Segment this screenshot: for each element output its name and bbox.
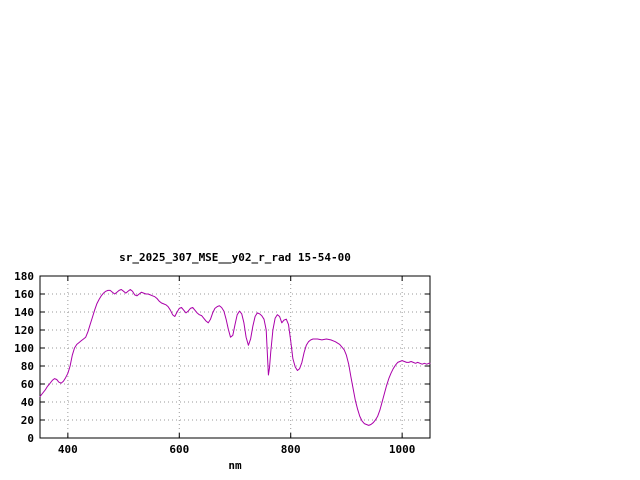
y-tick-label: 100 — [14, 342, 34, 355]
y-tick-label: 0 — [27, 432, 34, 445]
y-tick-label: 160 — [14, 288, 34, 301]
y-tick-label: 120 — [14, 324, 34, 337]
y-tick-label: 80 — [21, 360, 34, 373]
x-tick-label: 1000 — [389, 443, 416, 456]
x-tick-label: 400 — [58, 443, 78, 456]
x-tick-label: 800 — [281, 443, 301, 456]
spectrum-line — [39, 289, 431, 426]
plot-border — [39, 275, 431, 439]
y-tick-label: 20 — [21, 414, 34, 427]
x-tick-label: 600 — [169, 443, 189, 456]
chart-title: sr_2025_307_MSE__y02_r_rad 15-54-00 — [119, 251, 351, 264]
y-tick-label: 140 — [14, 306, 34, 319]
y-tick-label: 60 — [21, 378, 34, 391]
x-axis-title: nm — [228, 459, 242, 472]
y-tick-label: 180 — [14, 270, 34, 283]
y-tick-label: 40 — [21, 396, 34, 409]
